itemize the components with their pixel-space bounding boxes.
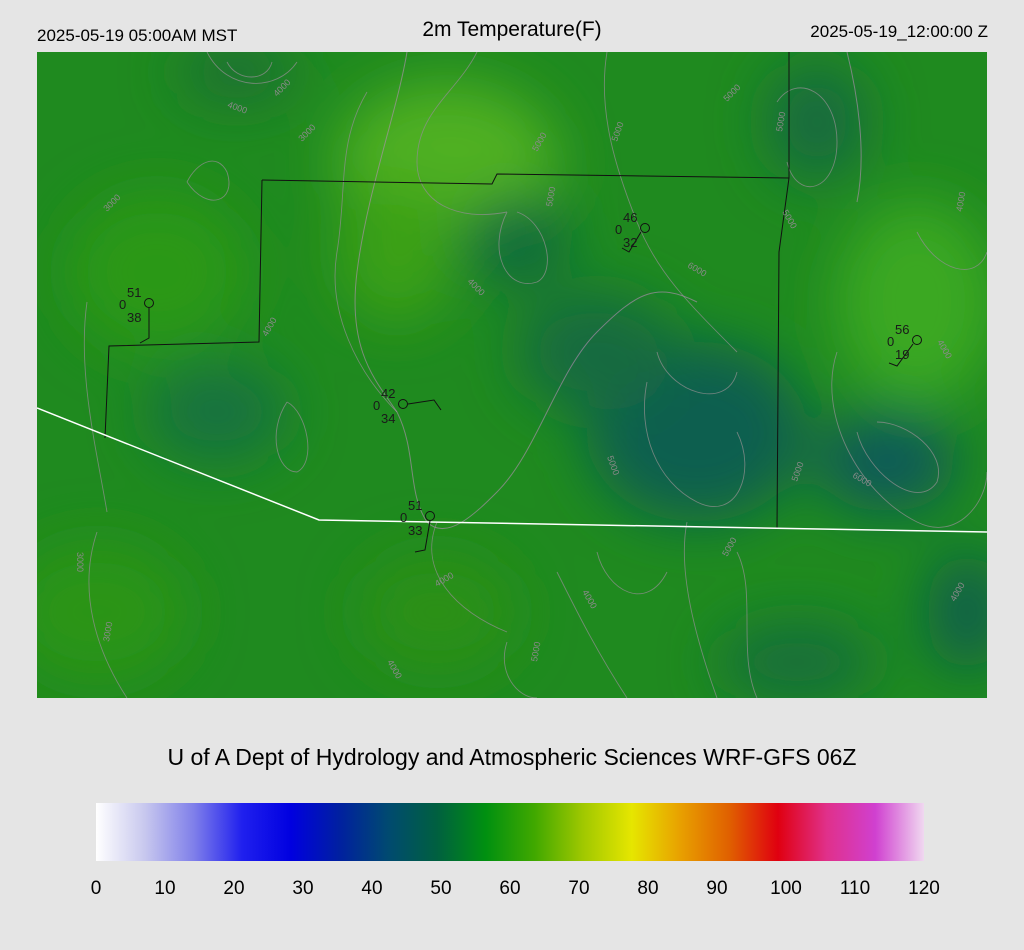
station-circle [912, 335, 922, 345]
station-dewpoint: 19 [895, 347, 909, 362]
colorbar-tick-label: 40 [361, 878, 382, 899]
contour-label: 4000 [954, 191, 967, 212]
river-lines [354, 52, 862, 529]
station-dewpoint: 33 [408, 523, 422, 538]
station-wind: 0 [887, 334, 894, 349]
colorbar-tick-label: 50 [430, 878, 451, 899]
temperature-colorbar: 0 10 20 30 40 50 60 70 80 90 100 110 120 [91, 803, 940, 899]
state-border [37, 407, 987, 533]
colorbar-tick-labels: 0 10 20 30 40 50 60 70 80 90 100 110 120 [91, 878, 940, 899]
station-wind: 0 [615, 222, 622, 237]
station-wind: 0 [119, 297, 126, 312]
local-time-label: 2025-05-19 05:00AM MST [37, 26, 238, 45]
station-dewpoint: 38 [127, 310, 141, 325]
valid-time-label: 2025-05-19_12:00:00 Z [810, 22, 988, 41]
station-circle [640, 223, 650, 233]
colorbar-tick-label: 20 [223, 878, 244, 899]
colorbar-tick-label: 0 [91, 878, 102, 899]
colorbar-tick-label: 90 [706, 878, 727, 899]
map-title: 2m Temperature(F) [422, 18, 602, 41]
contour-label: 3000 [75, 552, 85, 572]
station-temperature: 42 [381, 386, 395, 401]
contour-label: 5000 [529, 641, 542, 662]
station-dewpoint: 32 [623, 235, 637, 250]
colorbar-tick-label: 10 [154, 878, 175, 899]
colorbar-tick-label: 100 [770, 878, 802, 899]
station-circle [144, 298, 154, 308]
station-wind: 0 [400, 510, 407, 525]
station-circle [425, 511, 435, 521]
county-borders [104, 52, 790, 529]
station-wind: 0 [373, 398, 380, 413]
station-dewpoint: 34 [381, 411, 395, 426]
colorbar-tick-label: 60 [499, 878, 520, 899]
colorbar-tick-label: 30 [292, 878, 313, 899]
contour-label: 3000 [101, 621, 114, 642]
terrain-contours [83, 52, 987, 698]
wind-barb [621, 231, 642, 253]
colorbar-tick-label: 80 [637, 878, 658, 899]
station-temperature: 51 [127, 285, 141, 300]
colorbar-tick-label: 120 [908, 878, 940, 899]
station-temperature: 51 [408, 498, 422, 513]
wind-barb [139, 308, 150, 344]
contour-label: 5000 [544, 186, 557, 207]
colorbar-tick-label: 110 [840, 878, 870, 899]
wind-barb [888, 343, 914, 367]
temperature-field [37, 52, 987, 698]
credit-label: U of A Dept of Hydrology and Atmospheric… [167, 744, 857, 770]
station-circle [398, 399, 408, 409]
contour-label: 5000 [774, 111, 787, 132]
colorbar-strip [96, 803, 924, 861]
colorbar-tick-label: 70 [568, 878, 589, 899]
wind-barb [414, 520, 431, 553]
wind-barb [407, 399, 442, 411]
station-temperature: 56 [895, 322, 909, 337]
station-temperature: 46 [623, 210, 637, 225]
